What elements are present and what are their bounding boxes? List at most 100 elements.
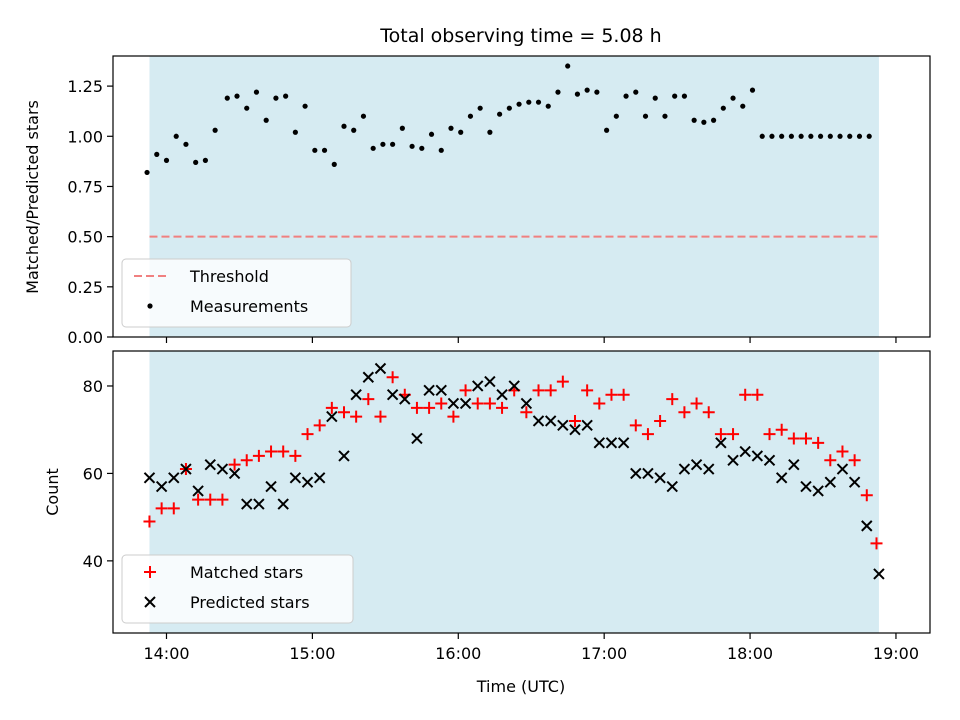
measurement-point (681, 93, 688, 99)
y-tick-label: 60 (83, 464, 103, 483)
matched-stars-point (362, 393, 375, 406)
measurement-point (769, 133, 775, 139)
matched-stars-point (386, 371, 399, 384)
measurement-point (341, 123, 347, 129)
measurement-point (613, 113, 619, 119)
matched-stars-point (447, 410, 460, 423)
matched-stars-point (520, 406, 533, 419)
measurement-point (710, 117, 717, 123)
measurement-point (759, 133, 765, 139)
predicted-stars-point (630, 467, 642, 480)
measurement-point (263, 117, 269, 123)
measurement-point (173, 133, 179, 139)
predicted-stars-point (350, 389, 362, 401)
predicted-stars-point (216, 463, 229, 475)
predicted-stars-point (715, 437, 727, 449)
predicted-stars-point (326, 410, 338, 423)
measurement-point (808, 133, 814, 139)
predicted-stars-point (800, 480, 812, 493)
matched-stars-point (204, 493, 217, 506)
matched-stars-point (532, 384, 545, 397)
measurement-point (312, 147, 318, 153)
matched-stars-point (714, 428, 727, 441)
predicted-stars-point (593, 437, 606, 449)
predicted-stars-point (168, 472, 180, 484)
measurement-point (193, 159, 199, 165)
x-tick-label: 19:00 (873, 644, 919, 663)
measurement-point (633, 89, 639, 95)
measurement-point (487, 129, 493, 135)
measurement-point (837, 133, 843, 139)
matched-stars-point (690, 397, 703, 410)
matched-stars-point (544, 384, 557, 397)
predicted-stars-point (775, 472, 788, 484)
x-tick-label: 18:00 (727, 644, 773, 663)
predicted-stars-point (411, 432, 423, 445)
legend-matched-swatch (144, 566, 156, 578)
matched-stars-point (216, 493, 229, 506)
matched-stars-point (325, 401, 338, 414)
predicted-stars-point (313, 472, 326, 484)
measurement-point (555, 89, 561, 95)
matched-stars-point (252, 449, 265, 462)
bottom-panel: 40 60 80 14:00 15:00 16:00 17:00 18:00 19:00 Matc… (83, 350, 931, 663)
matched-stars-point (870, 537, 883, 550)
predicted-stars-point (253, 498, 265, 510)
measurement-point (584, 87, 590, 93)
y-tick-label: 1.00 (67, 127, 103, 146)
matched-stars-point (265, 445, 278, 458)
matched-stars-point (313, 419, 326, 432)
matched-stars-point (666, 393, 679, 406)
matched-stars-point (763, 428, 776, 441)
measurement-point (321, 147, 328, 153)
x-tick-label: 17:00 (581, 644, 627, 663)
y-tick-label: 0.50 (67, 228, 103, 247)
measurement-point (749, 87, 756, 93)
measurement-point (458, 129, 464, 135)
predicted-stars-point (739, 445, 751, 458)
y-tick-label: 0.00 (67, 328, 103, 347)
measurement-point (497, 111, 503, 117)
legend (121, 258, 352, 328)
predicted-stars-point (180, 463, 192, 475)
matched-stars-point (471, 397, 484, 410)
matched-stars-point (654, 414, 667, 427)
matched-stars-point (289, 449, 302, 462)
predicted-stars-point (338, 450, 350, 462)
predicted-stars-point (532, 415, 545, 427)
measurement-point (847, 133, 853, 139)
matched-stars-point (435, 397, 448, 410)
matched-stars-point (787, 432, 800, 445)
measurement-point (574, 91, 581, 97)
y-tick-label: 1.25 (67, 77, 103, 96)
measurement-point (798, 133, 804, 139)
axes-frame (112, 350, 931, 634)
matched-stars-point (605, 388, 618, 401)
x-axis-label: Time (UTC) (476, 677, 565, 696)
measurement-point (419, 145, 425, 151)
measurement-point (273, 95, 279, 101)
predicted-stars-point (289, 472, 302, 484)
measurement-point (331, 161, 337, 167)
predicted-stars-point (192, 485, 204, 497)
y-tick-label: 0.75 (67, 177, 103, 196)
matched-stars-point (423, 401, 436, 414)
predicted-stars-point (836, 463, 849, 475)
measurement-point (701, 119, 707, 125)
measurement-point (565, 63, 571, 69)
predicted-stars-point (690, 458, 703, 471)
predicted-stars-point (703, 463, 715, 475)
predicted-stars-point (824, 476, 837, 488)
predicted-stars-point (861, 520, 873, 532)
matched-stars-point (350, 410, 363, 423)
measurement-point (817, 133, 824, 139)
matched-stars-point (581, 384, 594, 397)
matched-stars-point (848, 454, 861, 467)
matched-stars-point (459, 384, 472, 397)
matched-stars-point (678, 406, 691, 419)
matched-stars-point (228, 458, 241, 471)
predicted-stars-point (848, 476, 861, 488)
matched-stars-point (240, 454, 253, 467)
x-tick-label: 14:00 (143, 644, 189, 663)
y-tick-label: 80 (83, 377, 103, 396)
